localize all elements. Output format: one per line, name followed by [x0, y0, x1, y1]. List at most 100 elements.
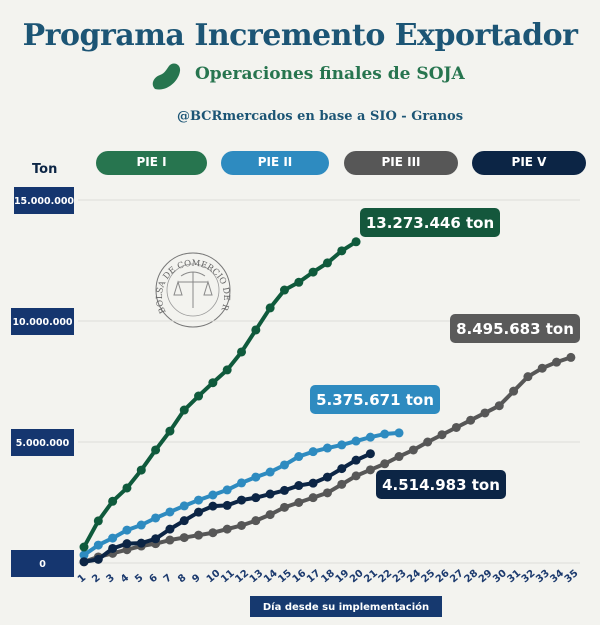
data-point-pie-ii	[380, 429, 390, 439]
x-tick-label: 3	[104, 572, 116, 585]
data-point-pie-ii	[179, 501, 189, 511]
data-point-pie-ii	[237, 478, 247, 488]
data-point-pie-ii	[365, 432, 375, 442]
data-point-pie-ii	[151, 513, 161, 523]
legend-pie-i: PIE I	[96, 151, 207, 175]
series-line-pie-ii	[82, 430, 400, 557]
data-point-pie-i	[151, 445, 161, 455]
y-tick-box	[11, 308, 74, 335]
end-value-label-pie-v: 4.514.983 ton	[382, 476, 500, 494]
data-point-pie-v	[237, 495, 247, 505]
data-point-pie-v	[108, 543, 118, 553]
data-point-pie-ii	[136, 520, 146, 530]
data-point-pie-iii	[380, 459, 390, 469]
seal-inner-ring	[166, 263, 220, 317]
data-point-pie-v	[93, 554, 103, 564]
data-point-pie-iii	[237, 520, 247, 530]
data-point-pie-iii	[251, 516, 261, 526]
source-note: @BCRmercados en base a SIO - Granos	[176, 109, 464, 124]
soybean-icon	[152, 63, 181, 90]
end-value-box-pie-v	[376, 470, 506, 499]
data-point-pie-i	[79, 542, 89, 552]
data-point-pie-iii	[351, 471, 361, 481]
data-point-pie-i	[179, 405, 189, 415]
data-point-pie-iii	[308, 493, 318, 503]
data-point-pie-i	[194, 391, 204, 401]
data-point-pie-iii	[509, 386, 519, 396]
data-point-pie-v	[265, 489, 275, 499]
data-point-pie-v	[165, 524, 175, 534]
data-point-pie-iii	[337, 479, 347, 489]
x-tick-label: 4	[119, 572, 131, 585]
data-point-pie-iii	[537, 363, 547, 373]
data-point-pie-iii	[423, 437, 433, 447]
data-point-pie-iii	[322, 488, 332, 498]
data-point-pie-iii	[437, 430, 447, 440]
data-point-pie-i	[222, 365, 232, 375]
data-point-pie-v	[251, 493, 261, 503]
data-point-pie-ii	[194, 495, 204, 505]
page-title: Programa Incremento Exportador	[22, 18, 578, 53]
data-point-pie-iii	[222, 524, 232, 534]
y-tick-box	[11, 550, 74, 577]
data-point-pie-iii	[523, 372, 533, 382]
data-point-pie-v	[322, 472, 332, 482]
data-point-pie-iii	[208, 528, 218, 538]
data-point-pie-v	[365, 449, 375, 459]
data-point-pie-v	[136, 538, 146, 548]
data-point-pie-ii	[394, 428, 404, 438]
data-point-pie-iii	[294, 498, 304, 507]
data-point-pie-ii	[322, 443, 332, 453]
data-point-pie-iii	[408, 445, 418, 455]
data-point-pie-iii	[265, 510, 275, 520]
x-tick-label: 9	[190, 572, 202, 585]
data-point-pie-i	[337, 246, 347, 256]
data-point-pie-ii	[79, 550, 89, 560]
x-tick-label: 35	[563, 568, 581, 585]
data-point-pie-iii	[552, 357, 562, 367]
data-point-pie-v	[151, 534, 161, 544]
data-point-pie-i	[136, 465, 146, 475]
caduceus-scales-icon	[173, 271, 213, 308]
data-point-pie-i	[93, 516, 103, 526]
data-point-pie-i	[251, 325, 261, 335]
end-value-label-pie-i: 13.273.446 ton	[366, 214, 494, 232]
y-axis-label: Ton	[32, 162, 58, 177]
end-value-label-pie-iii: 8.495.683 ton	[456, 320, 574, 338]
y-tick-label: 5.000.000	[16, 438, 70, 449]
bcr-seal-logo: BOLSA DE COMERCIO DE ROSARIO	[0, 0, 231, 328]
data-point-pie-i	[351, 237, 361, 247]
data-point-pie-iii	[451, 422, 461, 432]
x-tick-label: 2	[90, 572, 102, 585]
data-point-pie-i	[294, 277, 304, 287]
data-point-pie-v	[208, 501, 218, 511]
data-point-pie-i	[108, 496, 118, 506]
data-point-pie-v	[179, 516, 189, 526]
data-point-pie-v	[194, 507, 204, 517]
y-tick-box	[11, 429, 74, 456]
data-point-pie-ii	[122, 525, 132, 535]
data-point-pie-iii	[480, 408, 490, 418]
x-tick-label: 7	[162, 572, 174, 585]
legend-pie-iii: PIE III	[344, 151, 458, 175]
x-tick-label: 8	[176, 572, 188, 585]
x-axis-label-box	[250, 596, 442, 617]
data-point-pie-ii	[351, 436, 361, 446]
end-value-box-pie-i	[360, 208, 500, 237]
data-point-pie-ii	[265, 467, 275, 477]
data-point-pie-iii	[566, 352, 576, 362]
data-point-pie-iii	[466, 415, 476, 425]
data-point-pie-iii	[494, 401, 504, 411]
seal-text: BOLSA DE COMERCIO DE ROSARIO	[0, 0, 231, 315]
data-point-pie-ii	[251, 472, 261, 482]
data-point-pie-ii	[279, 460, 289, 470]
data-point-pie-iii	[365, 465, 375, 475]
seal-outer-ring	[155, 252, 231, 328]
y-tick-label: 0	[39, 559, 46, 570]
data-point-pie-ii	[222, 485, 232, 495]
legend-pie-v: PIE V	[472, 151, 586, 175]
data-point-pie-iii	[194, 530, 204, 540]
end-value-box-pie-ii	[310, 385, 440, 414]
